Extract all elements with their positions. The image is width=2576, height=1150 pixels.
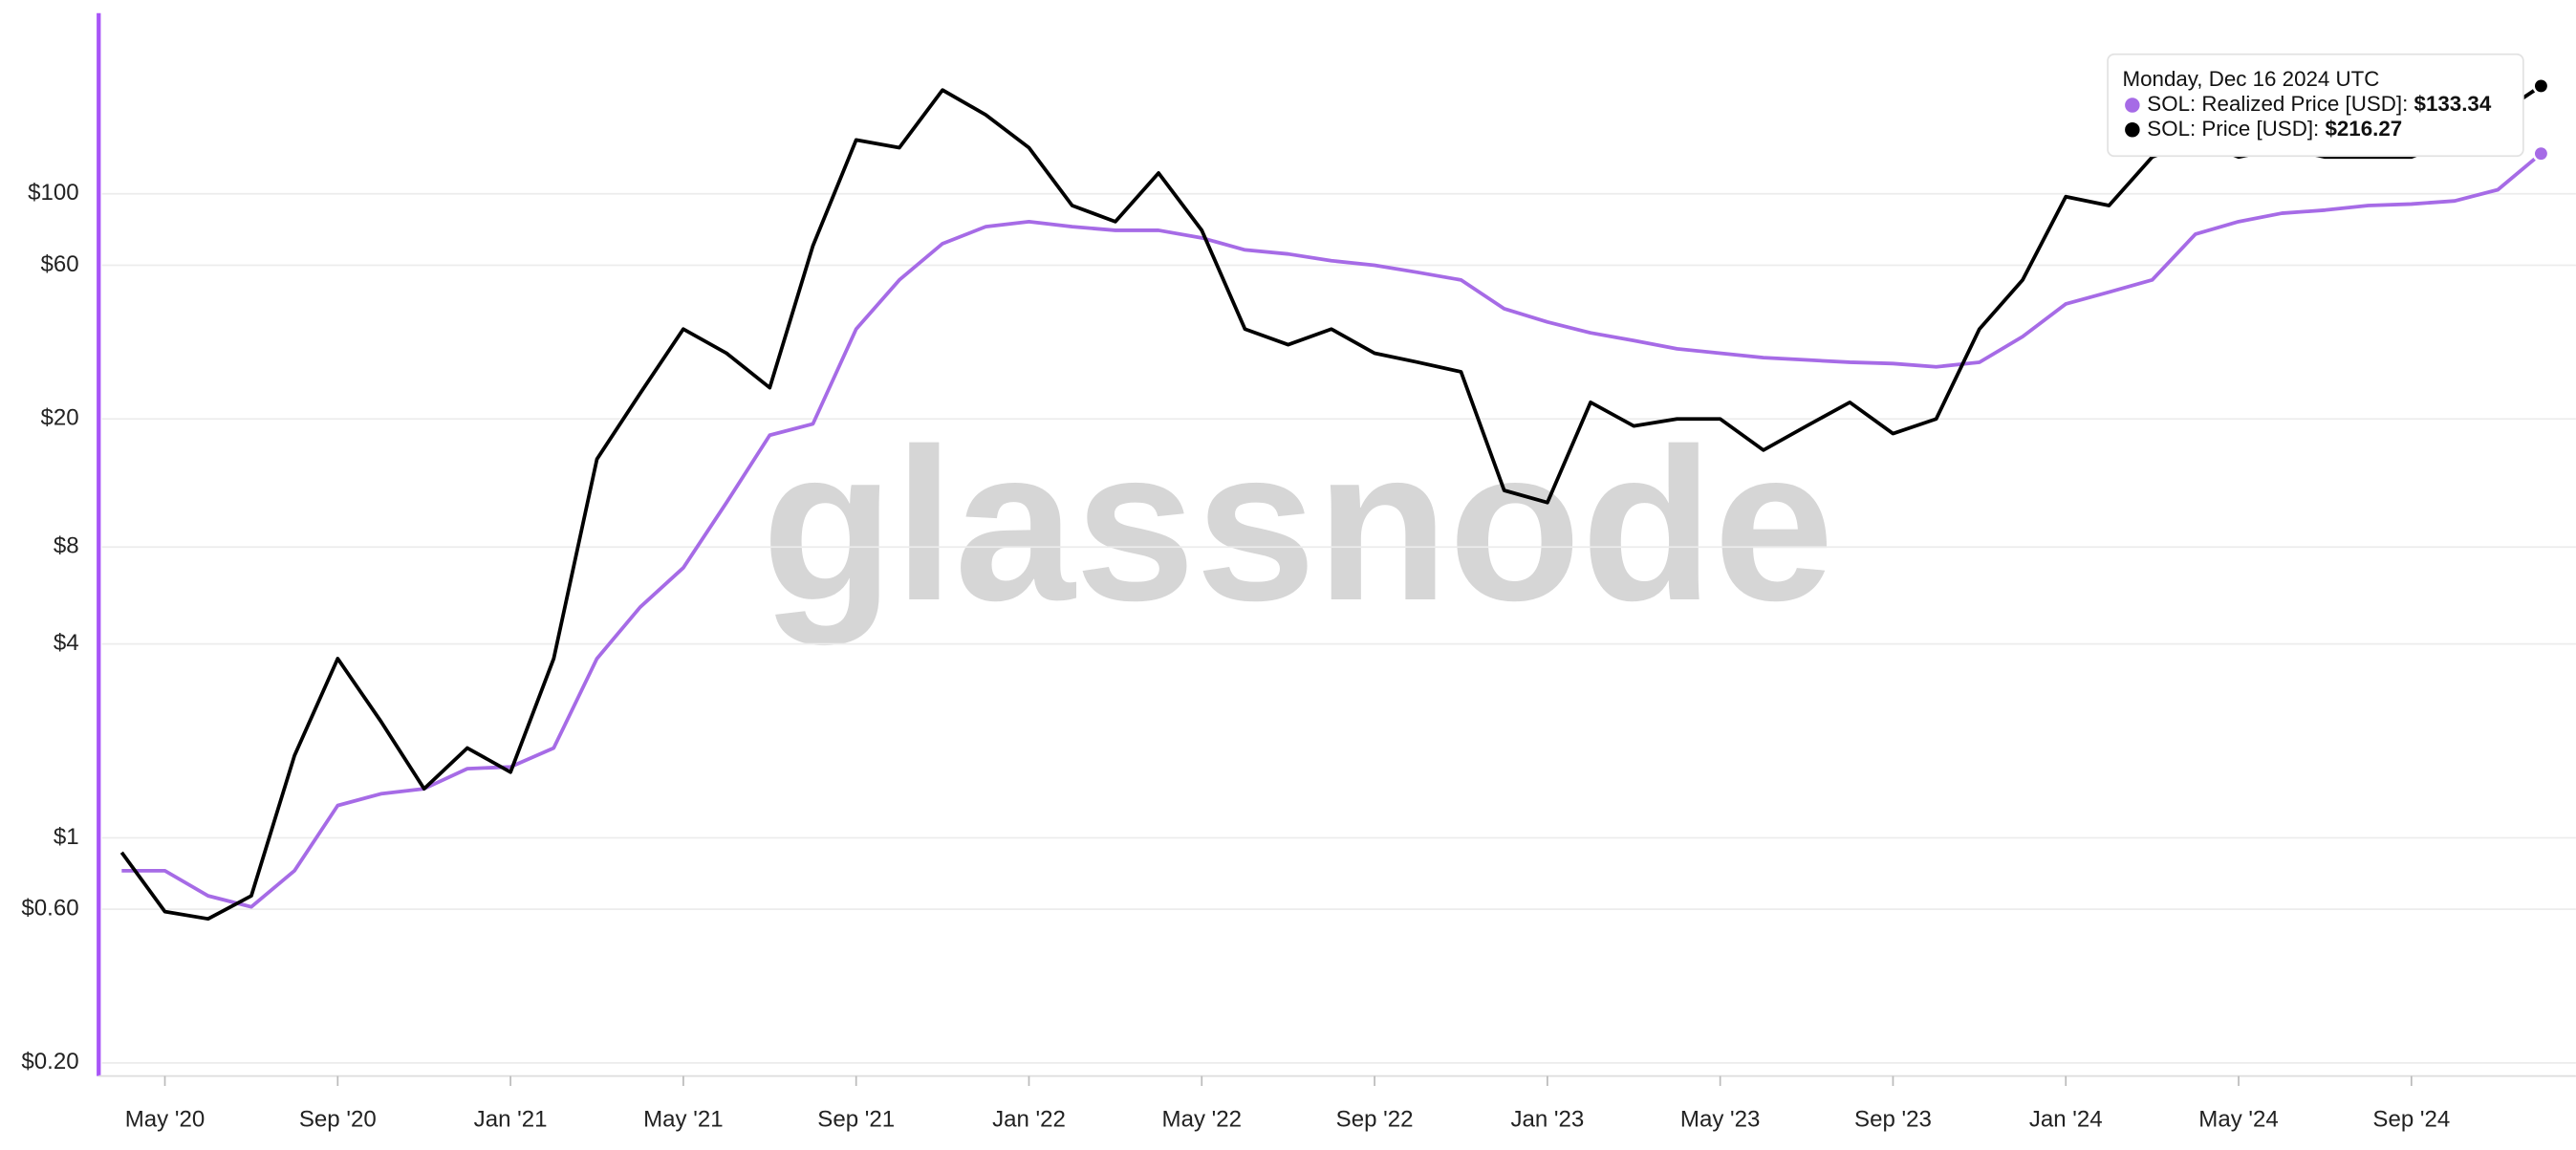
- hover-point: [2532, 144, 2550, 163]
- tooltip-series: SOL: Realized Price [USD]: [2147, 92, 2402, 116]
- y-tick-label: $60: [41, 251, 79, 277]
- series-line: [119, 84, 2543, 922]
- y-tick-label: $0.60: [21, 896, 78, 922]
- y-tick-label: $20: [41, 405, 79, 431]
- x-tick-label: Sep '22: [1336, 1106, 1414, 1132]
- x-tick-label: Jan '24: [2029, 1106, 2103, 1132]
- tooltip-value: $133.34: [2414, 92, 2492, 116]
- x-tick-label: May '21: [643, 1106, 723, 1132]
- y-tick-label: $100: [28, 180, 79, 206]
- x-tick-label: Jan '22: [992, 1106, 1066, 1132]
- tooltip-value: $216.27: [2325, 117, 2402, 141]
- x-tick-label: Sep '24: [2372, 1106, 2450, 1132]
- x-tick-label: Jan '23: [1510, 1106, 1584, 1132]
- x-tick-label: May '22: [1162, 1106, 1242, 1132]
- watermark: glassnode: [762, 404, 1834, 646]
- x-tick-label: Sep '23: [1854, 1106, 1932, 1132]
- tooltip-label: SOL: Price [USD]: $216.27: [2147, 117, 2402, 141]
- tooltip-box: [2107, 53, 2524, 158]
- tooltip: Monday, Dec 16 2024 UTC SOL: Realized Pr…: [2107, 53, 2524, 158]
- tooltip-swatch: [2125, 98, 2140, 113]
- tooltip-series: SOL: Price [USD]: [2147, 117, 2313, 141]
- y-tick-label: $0.20: [21, 1049, 78, 1074]
- x-tick-label: May '24: [2198, 1106, 2278, 1132]
- y-tick-label: $8: [54, 533, 79, 559]
- series-line: [121, 152, 2543, 909]
- x-tick-label: May '23: [1680, 1106, 1760, 1132]
- x-tick-label: Sep '21: [817, 1106, 895, 1132]
- tooltip-swatch: [2125, 122, 2140, 138]
- grid: [101, 192, 2576, 1064]
- plot: [119, 76, 2550, 922]
- x-tick-label: Jan '21: [474, 1106, 548, 1132]
- tooltip-date: Monday, Dec 16 2024 UTC: [2123, 67, 2380, 91]
- tooltip-label: SOL: Realized Price [USD]: $133.34: [2147, 92, 2492, 116]
- x-tick-label: Sep '20: [299, 1106, 377, 1132]
- hover-point: [2532, 76, 2550, 95]
- y-tick-label: $4: [54, 630, 79, 656]
- y-tick-label: $1: [54, 824, 79, 850]
- x-tick-label: May '20: [125, 1106, 205, 1132]
